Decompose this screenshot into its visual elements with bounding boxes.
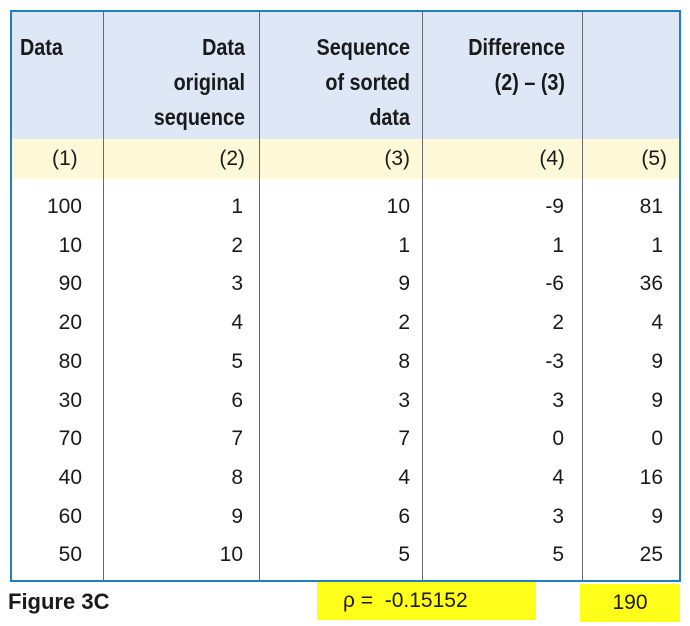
cell-sorted-sequence: 1: [398, 233, 410, 257]
column-divider: [259, 139, 260, 179]
header-line: of sorted: [325, 69, 410, 95]
column-divider: [103, 179, 104, 580]
cell-sorted-sequence: 6: [398, 504, 410, 528]
header-difference: Difference (2) – (3): [443, 12, 565, 139]
cell-squared: 25: [639, 543, 663, 567]
cell-sorted-sequence: 4: [398, 465, 410, 489]
cell-data: 80: [58, 349, 82, 373]
header-sequence-of-sorted-data: Sequence of sorted data: [281, 12, 410, 139]
table-row: 50 10 5 5 25: [12, 536, 679, 575]
cell-squared: 0: [651, 427, 663, 451]
cell-difference: 5: [552, 543, 564, 567]
header-data-original-sequence: Data original sequence: [124, 12, 245, 139]
cell-squared: 1: [651, 233, 663, 257]
cell-original-sequence: 8: [231, 465, 243, 489]
cell-squared: 9: [651, 504, 663, 528]
cell-original-sequence: 1: [231, 195, 243, 218]
cell-sorted-sequence: 9: [398, 272, 410, 296]
cell-original-sequence: 7: [231, 427, 243, 451]
header-data: Data: [20, 12, 89, 139]
cell-data: 20: [58, 311, 82, 335]
table-row: 60 9 6 3 9: [12, 498, 679, 537]
header-squared-difference: [583, 12, 679, 139]
cell-sorted-sequence: 5: [398, 543, 410, 567]
cell-squared: 9: [651, 388, 663, 412]
table-row: 90 3 9 -6 36: [12, 265, 679, 304]
cell-difference: -6: [545, 272, 564, 296]
cell-original-sequence: 3: [231, 272, 243, 296]
cell-squared: 4: [651, 311, 663, 335]
cell-original-sequence: 10: [219, 543, 243, 567]
table-row: 40 8 4 4 16: [12, 459, 679, 498]
cell-data: 60: [58, 504, 82, 528]
column-divider: [422, 139, 423, 179]
table-row: 20 4 2 2 4: [12, 304, 679, 343]
cell-difference: 3: [552, 388, 564, 412]
figure-caption: Figure 3C: [8, 589, 110, 614]
column-divider: [582, 12, 583, 139]
header-line: Data: [202, 34, 245, 60]
cell-data: 90: [58, 272, 82, 296]
cell-data: 70: [58, 427, 82, 451]
cell-original-sequence: 6: [231, 388, 243, 412]
cell-sorted-sequence: 10: [386, 195, 410, 218]
cell-data: 100: [46, 195, 82, 218]
column-divider: [422, 12, 423, 139]
column-divider: [422, 179, 423, 580]
cell-sorted-sequence: 3: [398, 388, 410, 412]
rho-value: -0.15152: [384, 589, 468, 612]
cell-squared: 9: [651, 349, 663, 373]
cell-difference: 2: [552, 311, 564, 335]
cell-squared: 81: [639, 195, 663, 218]
column-number-5: (5): [641, 147, 667, 170]
cell-sorted-sequence: 8: [398, 349, 410, 373]
cell-data: 50: [58, 543, 82, 567]
header-row: [12, 12, 679, 139]
cell-difference: 1: [552, 233, 564, 257]
column-divider: [259, 12, 260, 139]
cell-original-sequence: 2: [231, 233, 243, 257]
column-number-row: [12, 139, 679, 179]
column-number-4: (4): [539, 147, 565, 170]
cell-sorted-sequence: 2: [398, 311, 410, 335]
cell-data: 30: [58, 388, 82, 412]
header-line: (2) – (3): [494, 69, 565, 95]
table-row: 30 6 3 3 9: [12, 382, 679, 421]
table-row: 10 2 1 1 1: [12, 227, 679, 266]
cell-squared: 16: [639, 465, 663, 489]
cell-squared: 36: [639, 272, 663, 296]
table-row: 80 5 8 -3 9: [12, 343, 679, 382]
column-divider: [259, 179, 260, 580]
cell-difference: -3: [545, 349, 564, 373]
sum-result-box: 190: [580, 584, 680, 622]
cell-data: 40: [58, 465, 82, 489]
column-divider: [582, 179, 583, 580]
header-line: data: [369, 104, 410, 130]
rho-result-box: ρ = -0.15152: [317, 582, 536, 620]
column-number-1: (1): [52, 147, 78, 170]
column-divider: [103, 139, 104, 179]
column-number-3: (3): [384, 147, 410, 170]
header-line: original: [173, 69, 245, 95]
cell-original-sequence: 4: [231, 311, 243, 335]
column-number-2: (2): [219, 147, 245, 170]
header-line: sequence: [153, 104, 245, 130]
cell-original-sequence: 5: [231, 349, 243, 373]
cell-difference: -9: [545, 195, 564, 218]
cell-original-sequence: 9: [231, 504, 243, 528]
header-line: Data: [20, 34, 63, 60]
cell-data: 10: [58, 233, 82, 257]
column-divider: [103, 12, 104, 139]
cell-difference: 4: [552, 465, 564, 489]
data-table-figure: Data Data original sequence Sequence of …: [10, 10, 681, 582]
table-row: 70 7 7 0 0: [12, 420, 679, 459]
rho-label: ρ =: [343, 589, 374, 612]
cell-difference: 0: [552, 427, 564, 451]
cell-difference: 3: [552, 504, 564, 528]
cell-sorted-sequence: 7: [398, 427, 410, 451]
column-divider: [582, 139, 583, 179]
table-row: 100 1 10 -9 81: [12, 188, 679, 227]
header-line: Sequence: [316, 34, 410, 60]
header-line: Difference: [468, 34, 565, 60]
